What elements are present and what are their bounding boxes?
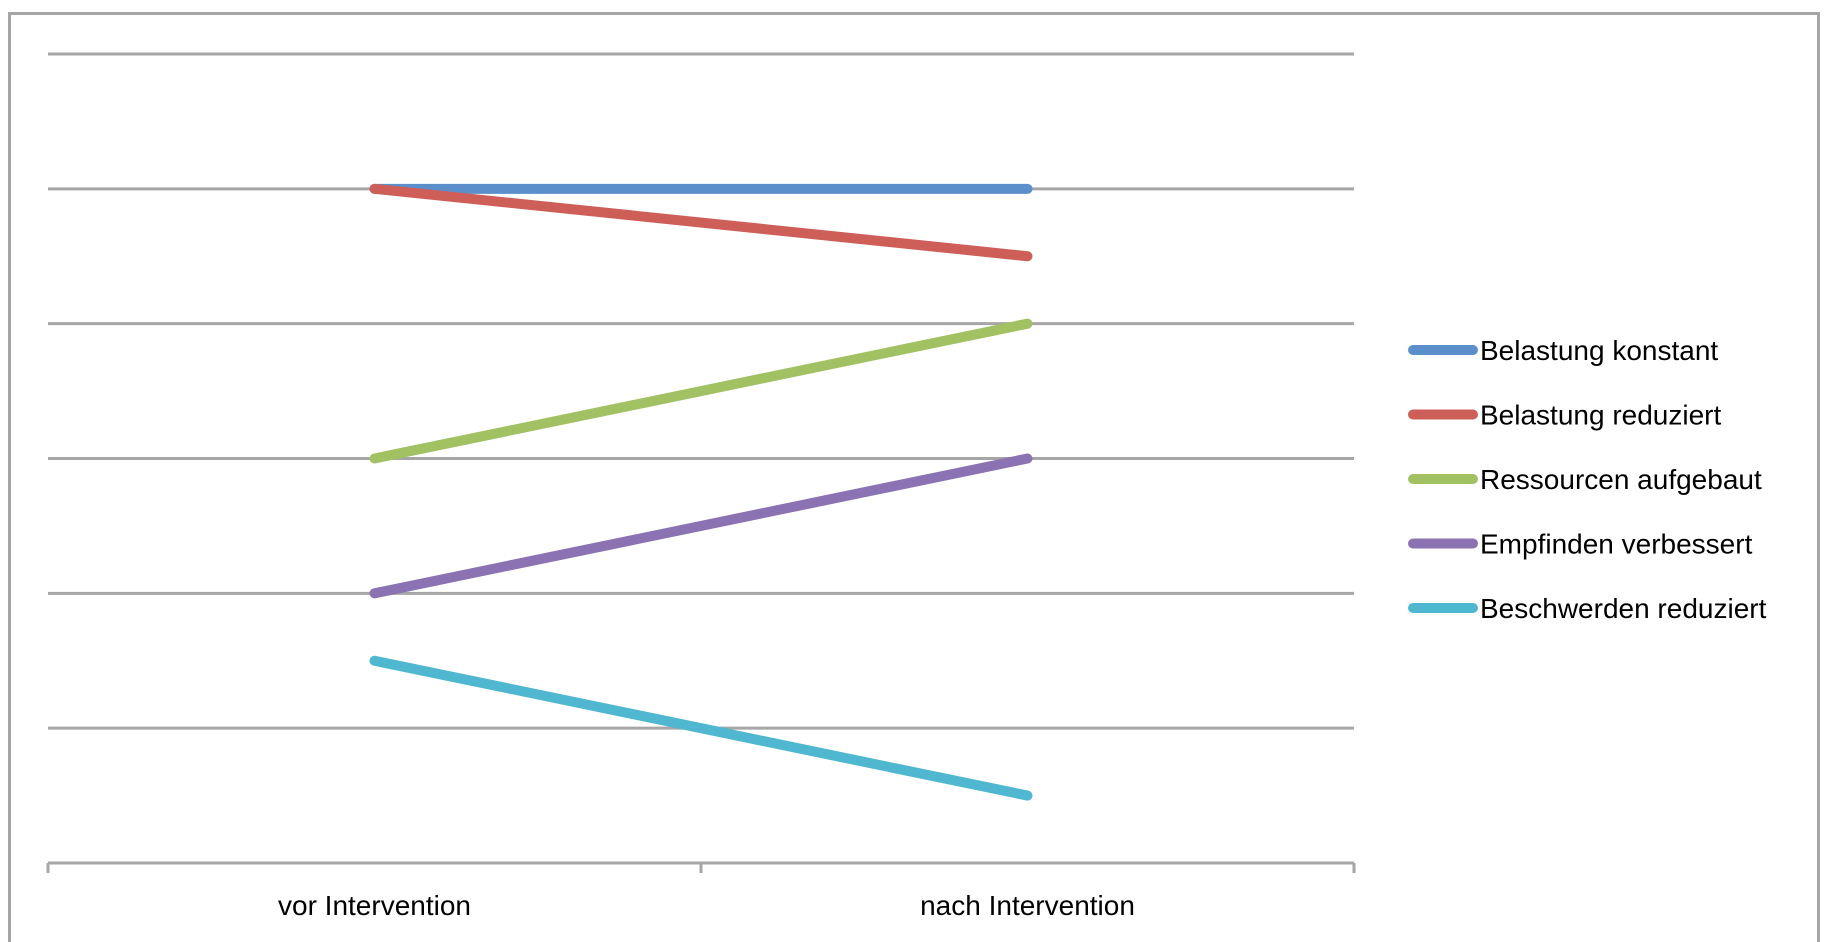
series-line	[369, 318, 1033, 464]
series-line	[369, 183, 1033, 262]
x-tick-label: vor Intervention	[278, 890, 471, 921]
x-tick-labels: vor Intervention nach Intervention	[278, 890, 1135, 921]
legend-label: Belastung konstant	[1480, 335, 1718, 366]
legend-label: Belastung reduziert	[1480, 400, 1721, 431]
series-line	[369, 655, 1033, 801]
x-tick-label: nach Intervention	[920, 890, 1135, 921]
series-line	[369, 453, 1033, 599]
legend-label: Ressourcen aufgebaut	[1480, 464, 1762, 495]
legend-label: Empfinden verbessert	[1480, 529, 1753, 560]
series-lines	[369, 183, 1033, 801]
legend-label: Beschwerden reduziert	[1480, 593, 1767, 624]
x-axis	[46, 861, 1356, 873]
legend: Belastung konstant Belastung reduziert Res…	[1408, 335, 1767, 624]
